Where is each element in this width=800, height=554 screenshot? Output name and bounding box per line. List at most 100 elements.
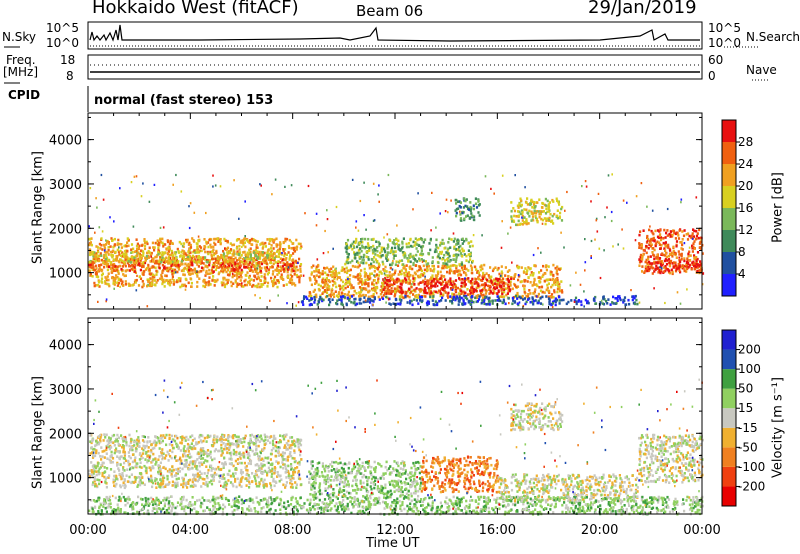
data-cell: [468, 245, 472, 248]
data-cell: [527, 298, 530, 301]
data-cell: [512, 219, 515, 222]
data-cell: [111, 255, 114, 259]
data-cell: [548, 289, 551, 293]
data-cell: [460, 284, 463, 288]
data-cell: [502, 295, 506, 298]
data-cell: [421, 280, 424, 284]
data-cell: [405, 264, 408, 267]
data-cell: [475, 206, 479, 209]
scatter-cell: [189, 202, 192, 205]
data-cell: [545, 288, 548, 292]
data-cell: [290, 467, 293, 470]
data-cell: [387, 274, 390, 277]
freq-panel: [4, 46, 768, 84]
data-cell: [239, 256, 242, 259]
data-cell: [550, 285, 553, 289]
data-cell: [195, 441, 198, 444]
data-cell: [418, 259, 421, 262]
data-cell: [133, 256, 136, 260]
data-cell: [394, 280, 397, 284]
data-cell: [670, 260, 673, 264]
data-cell: [556, 276, 559, 280]
data-cell: [96, 257, 99, 260]
data-cell: [161, 263, 164, 267]
data-cell: [683, 259, 686, 263]
data-cell: [440, 242, 444, 245]
data-cell: [157, 260, 160, 264]
data-cell: [453, 264, 456, 267]
data-cell: [329, 300, 332, 304]
data-cell: [155, 269, 158, 273]
data-cell: [119, 254, 122, 257]
data-cell: [197, 452, 200, 456]
scatter-cell: [421, 260, 424, 263]
data-cell: [235, 435, 238, 439]
data-cell: [299, 263, 303, 266]
data-cell: [93, 284, 96, 288]
data-cell: [221, 477, 224, 480]
data-cell: [219, 240, 222, 243]
data-cell: [674, 264, 677, 267]
data-cell: [234, 256, 237, 260]
data-cell: [408, 273, 411, 277]
data-cell: [492, 286, 496, 289]
data-cell: [670, 230, 673, 233]
data-cell: [159, 258, 162, 262]
data-cell: [523, 208, 526, 211]
data-cell: [529, 267, 532, 270]
scatter-cell: [304, 212, 306, 215]
data-cell: [548, 218, 551, 221]
data-cell: [272, 283, 276, 286]
data-cell: [461, 303, 464, 306]
scatter-cell: [435, 226, 437, 229]
data-cell: [189, 246, 193, 249]
data-cell: [523, 285, 526, 288]
data-cell: [270, 261, 273, 265]
data-cell: [664, 254, 667, 257]
data-cell: [531, 296, 534, 299]
data-cell: [430, 291, 433, 295]
data-cell: [101, 474, 104, 478]
data-cell: [645, 241, 649, 244]
data-cell: [234, 279, 237, 282]
data-cell: [189, 268, 193, 271]
data-cell: [198, 277, 201, 280]
data-cell: [232, 266, 235, 270]
data-cell: [374, 253, 377, 256]
data-cell: [555, 278, 558, 281]
scatter-cell: [140, 195, 143, 198]
data-cell: [127, 451, 130, 454]
data-cell: [428, 292, 431, 296]
data-cell: [88, 469, 91, 473]
data-cell: [679, 241, 682, 244]
data-cell: [525, 295, 528, 298]
data-cell: [485, 272, 488, 275]
data-cell: [334, 272, 337, 275]
data-cell: [135, 278, 138, 282]
data-cell: [501, 272, 504, 275]
scatter-cell: [383, 278, 386, 281]
data-cell: [377, 279, 380, 282]
data-cell: [354, 297, 357, 301]
data-cell: [501, 292, 504, 296]
data-cell: [170, 258, 174, 262]
data-cell: [95, 275, 98, 278]
scatter-cell: [118, 246, 120, 249]
data-cell: [183, 459, 187, 462]
data-cell: [315, 269, 318, 273]
data-cell: [466, 288, 469, 291]
data-cell: [660, 265, 663, 268]
data-cell: [153, 279, 156, 282]
data-cell: [254, 463, 257, 467]
colorbar-tick-label: 8: [738, 245, 746, 259]
data-cell: [277, 268, 281, 272]
data-cell: [688, 250, 691, 254]
data-cell: [225, 482, 229, 486]
data-cell: [556, 281, 559, 284]
scatter-cell: [378, 184, 380, 187]
data-cell: [239, 266, 242, 269]
data-cell: [235, 266, 238, 270]
data-cell: [111, 276, 114, 280]
data-cell: [256, 250, 259, 253]
data-cell: [447, 247, 450, 251]
